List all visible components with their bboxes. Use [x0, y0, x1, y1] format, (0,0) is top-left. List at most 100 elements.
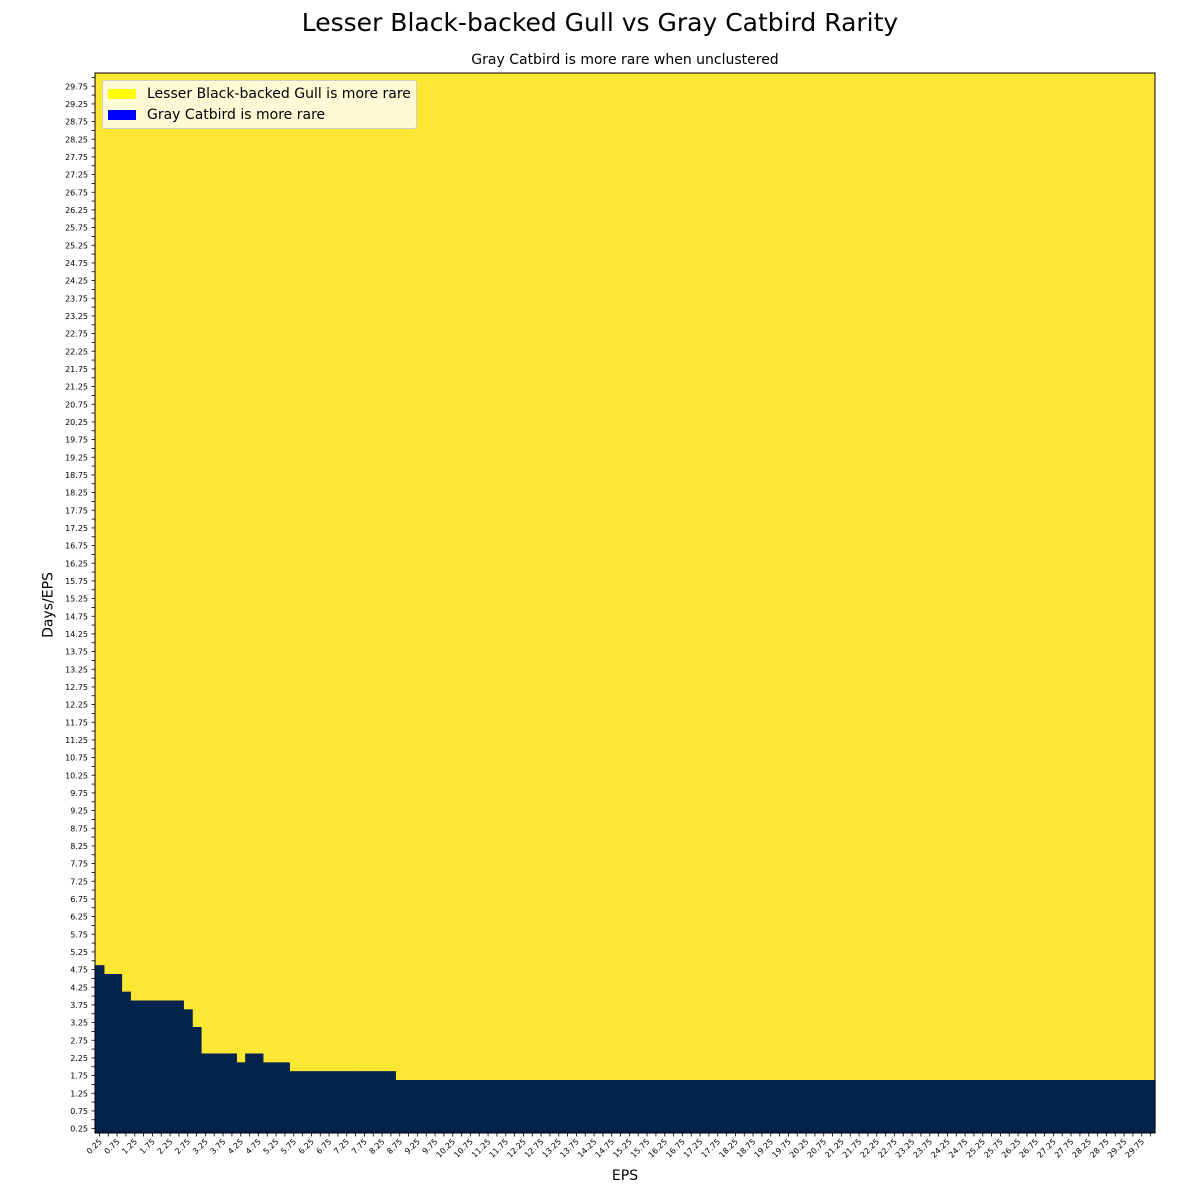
heatmap-column-catbird — [792, 1080, 803, 1133]
heatmap-column-catbird — [845, 1080, 856, 1133]
x-tick-label: 6.25 — [297, 1137, 316, 1156]
y-tick-label: 7.75 — [70, 860, 88, 869]
heatmap-column-catbird — [448, 1080, 458, 1133]
heatmap-column-catbird — [103, 974, 114, 1133]
x-tick-label: 3.25 — [191, 1137, 210, 1156]
plot-frame — [94, 72, 1156, 1134]
heatmap-column-catbird — [872, 1080, 882, 1133]
heatmap-column-catbird — [757, 1080, 767, 1133]
y-tick-label: 16.25 — [65, 559, 88, 568]
legend: Lesser Black-backed Gull is more rare Gr… — [102, 80, 417, 129]
heatmap-column-catbird — [1093, 1080, 1103, 1133]
y-tick-label: 23.25 — [65, 312, 88, 321]
x-tick-label: 5.25 — [262, 1137, 281, 1156]
heatmap-background — [95, 73, 1155, 1133]
y-tick-label: 18.25 — [65, 489, 88, 498]
heatmap-column-catbird — [298, 1071, 308, 1133]
y-tick-label: 2.25 — [70, 1054, 88, 1063]
legend-label-gull: Lesser Black-backed Gull is more rare — [147, 85, 411, 102]
x-tick-label: 2.25 — [156, 1137, 175, 1156]
heatmap-column-catbird — [1137, 1080, 1147, 1133]
chart-subtitle: Gray Catbird is more rare when uncluster… — [471, 52, 779, 68]
y-tick-label: 11.75 — [65, 718, 88, 727]
y-tick-label: 17.75 — [65, 506, 88, 515]
heatmap-column-catbird — [245, 1053, 255, 1133]
heatmap-column-catbird — [731, 1080, 741, 1133]
heatmap-column-catbird — [483, 1080, 494, 1133]
heatmap-column-catbird — [262, 1062, 273, 1133]
y-tick-label: 14.25 — [65, 630, 88, 639]
heatmap-column-catbird — [333, 1071, 343, 1133]
heatmap-column-catbird — [819, 1080, 829, 1133]
y-tick-label: 2.75 — [70, 1036, 88, 1045]
legend-swatch-gull — [108, 88, 136, 99]
y-tick-label: 26.75 — [65, 188, 88, 197]
y-tick-label: 27.25 — [65, 171, 88, 180]
y-tick-label: 27.75 — [65, 153, 88, 162]
heatmap-column-catbird — [209, 1053, 220, 1133]
heatmap-column-catbird — [801, 1080, 812, 1133]
y-tick-label: 4.75 — [70, 966, 88, 975]
heatmap-column-catbird — [837, 1080, 847, 1133]
x-tick-label: 11.75 — [488, 1137, 511, 1160]
x-tick-label: 23.75 — [912, 1137, 935, 1160]
heatmap-column-catbird — [960, 1080, 971, 1133]
heatmap-column-catbird — [554, 1080, 564, 1133]
heatmap-column-catbird — [934, 1080, 944, 1133]
heatmap-column-catbird — [112, 974, 123, 1133]
y-tick-label: 24.75 — [65, 259, 88, 268]
y-tick-label: 29.75 — [65, 82, 88, 91]
heatmap-column-catbird — [1004, 1080, 1015, 1133]
x-tick-label: 9.25 — [403, 1137, 422, 1156]
x-tick-label: 15.25 — [611, 1137, 634, 1160]
heatmap-column-catbird — [1057, 1080, 1068, 1133]
heatmap-column-catbird — [651, 1080, 661, 1133]
heatmap-column-catbird — [1049, 1080, 1059, 1133]
y-tick-label: 10.75 — [65, 754, 88, 763]
heatmap-column-catbird — [510, 1080, 520, 1133]
heatmap-column-catbird — [1075, 1080, 1085, 1133]
heatmap-column-catbird — [642, 1080, 653, 1133]
x-tick-label: 21.75 — [841, 1137, 864, 1160]
heatmap-column-catbird — [863, 1080, 873, 1133]
y-tick-label: 17.25 — [65, 524, 88, 533]
heatmap-column-catbird — [95, 965, 105, 1133]
heatmap-cell-catbird — [183, 1035, 193, 1045]
x-tick-label: 10.75 — [452, 1137, 475, 1160]
x-tick-label: 6.75 — [315, 1137, 334, 1156]
heatmap-column-catbird — [121, 991, 131, 1133]
x-tick-label: 3.75 — [209, 1137, 228, 1156]
heatmap-column-catbird — [1110, 1080, 1121, 1133]
heatmap-column-catbird — [1031, 1080, 1041, 1133]
heatmap-column-catbird — [589, 1080, 600, 1133]
x-tick-label: 0.75 — [103, 1137, 122, 1156]
x-tick-label: 14.25 — [576, 1137, 599, 1160]
heatmap-column-catbird — [360, 1071, 370, 1133]
x-tick-label: 1.25 — [120, 1137, 139, 1156]
x-tick-label: 17.75 — [700, 1137, 723, 1160]
x-tick-label: 22.25 — [859, 1137, 882, 1160]
heatmap-column-catbird — [722, 1080, 732, 1133]
x-tick-label: 14.75 — [594, 1137, 617, 1160]
y-tick-label: 1.75 — [70, 1072, 88, 1081]
x-tick-label: 24.25 — [929, 1137, 952, 1160]
y-tick-label: 13.75 — [65, 648, 88, 657]
y-tick-label: 28.25 — [65, 135, 88, 144]
heatmap-column-catbird — [704, 1080, 714, 1133]
x-tick-label: 17.25 — [682, 1137, 705, 1160]
heatmap-column-catbird — [395, 1080, 405, 1133]
x-tick-label: 27.25 — [1035, 1137, 1058, 1160]
x-tick-label: 15.75 — [629, 1137, 652, 1160]
y-tick-label: 8.75 — [70, 824, 88, 833]
heatmap-column-catbird — [739, 1080, 750, 1133]
x-tick-label: 16.25 — [647, 1137, 670, 1160]
x-tick-label: 28.25 — [1071, 1137, 1094, 1160]
y-tick-label: 5.25 — [70, 948, 88, 957]
y-tick-label: 1.25 — [70, 1089, 88, 1098]
heatmap-column-catbird — [280, 1062, 290, 1133]
y-tick-label: 6.75 — [70, 895, 88, 904]
heatmap-column-catbird — [713, 1080, 723, 1133]
heatmap-column-catbird — [1119, 1080, 1130, 1133]
x-tick-label: 8.75 — [385, 1137, 404, 1156]
heatmap-column-catbird — [616, 1080, 626, 1133]
